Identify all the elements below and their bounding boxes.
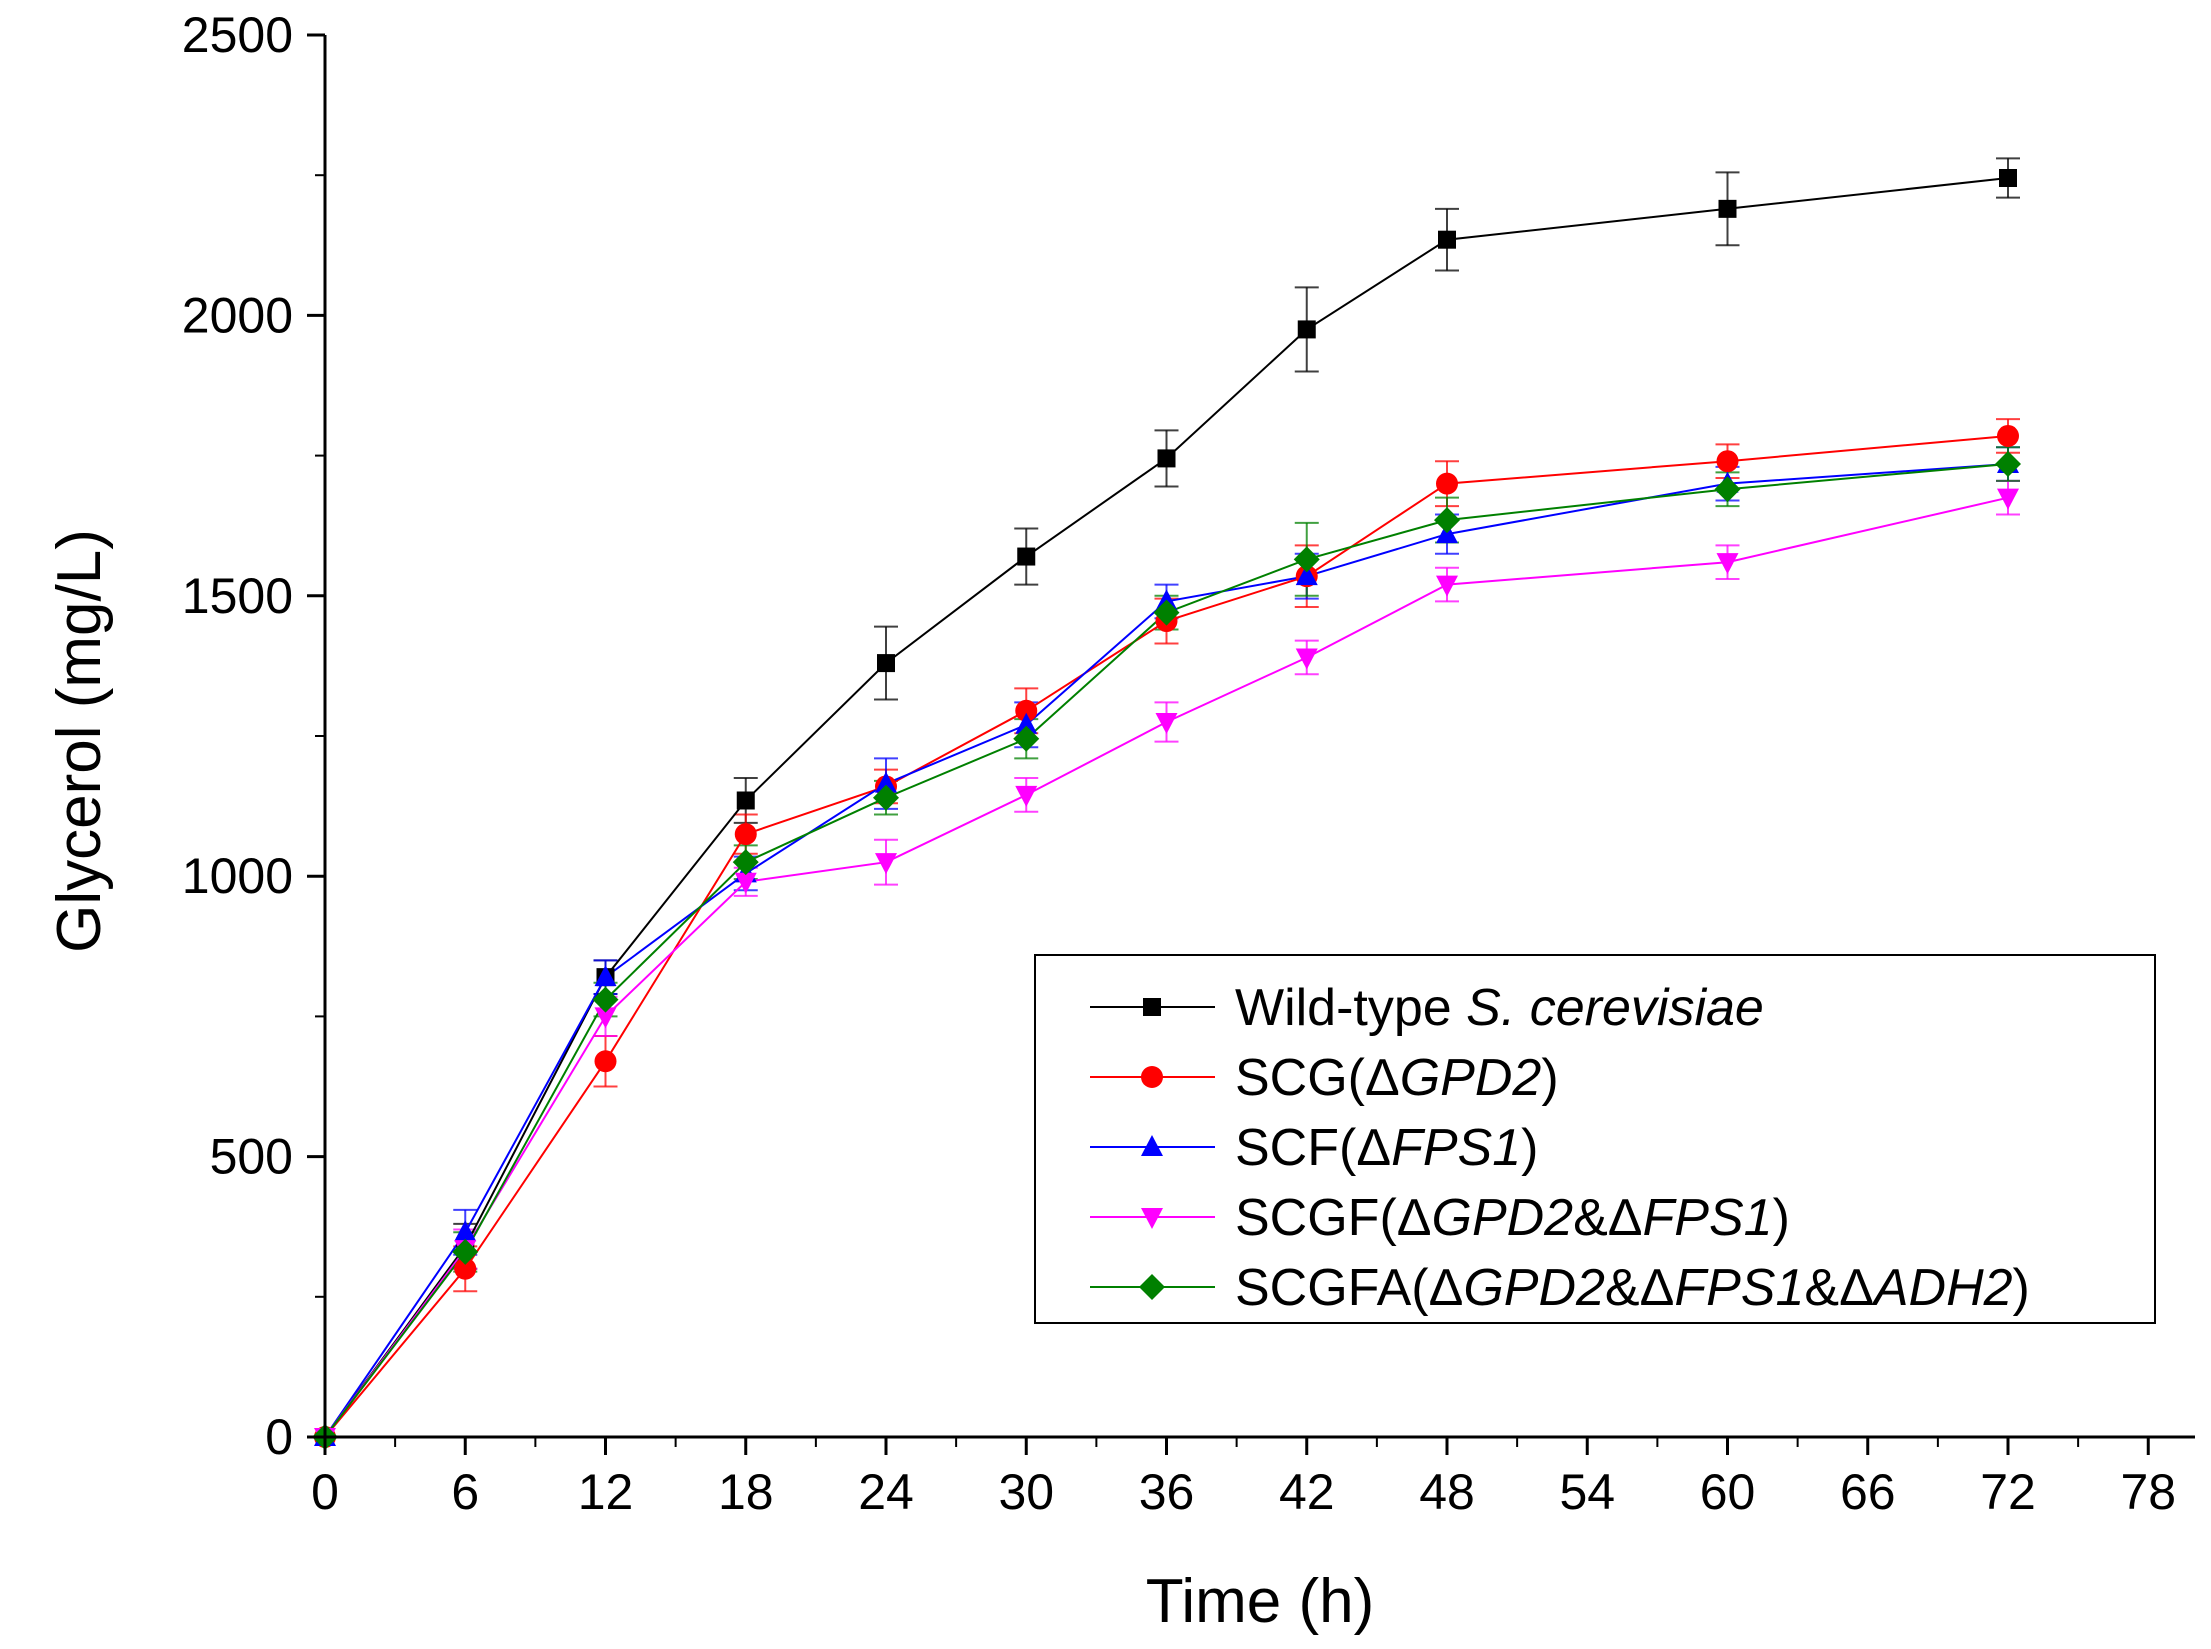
y-tick-label: 2000	[182, 287, 293, 343]
legend-box	[1034, 954, 2156, 1324]
x-tick-label: 48	[1419, 1464, 1475, 1520]
x-tick-label: 12	[578, 1464, 634, 1520]
y-tick-label: 0	[265, 1409, 293, 1465]
data-point-3	[1716, 553, 1739, 575]
data-point-2	[1015, 712, 1038, 734]
data-point-2	[454, 1220, 477, 1242]
data-point-1	[1015, 699, 1038, 722]
legend-item-0: Wild-type S. cerevisiae	[1090, 979, 1764, 1037]
x-tick-label: 36	[1139, 1464, 1195, 1520]
data-point-4	[592, 986, 619, 1013]
legend-label: Wild-type S. cerevisiae	[1235, 979, 1764, 1037]
data-point-1	[1997, 424, 2019, 447]
x-tick-label: 78	[2120, 1464, 2176, 1520]
data-point-0	[877, 654, 895, 673]
legend-item-4: SCGFA(ΔGPD2&ΔFPS1&ΔADH2)	[1090, 1259, 2030, 1317]
data-point-0	[1718, 199, 1737, 218]
data-point-3	[1295, 648, 1318, 670]
legend-label: SCGFA(ΔGPD2&ΔFPS1&ΔADH2)	[1235, 1259, 2030, 1317]
legend-marker	[1143, 998, 1161, 1016]
x-tick-label: 54	[1559, 1464, 1615, 1520]
data-point-0	[1157, 449, 1176, 468]
data-point-0	[1999, 169, 2017, 188]
data-point-0	[1438, 230, 1456, 249]
data-point-4	[873, 784, 899, 811]
data-point-4	[1995, 451, 2021, 478]
data-point-1	[594, 1050, 617, 1073]
data-point-3	[734, 872, 757, 894]
data-point-4	[452, 1238, 479, 1265]
y-tick-label: 1500	[182, 568, 293, 624]
data-point-4	[1714, 476, 1741, 503]
legend-marker	[1141, 1066, 1163, 1088]
x-tick-label: 60	[1700, 1464, 1756, 1520]
x-tick-label: 24	[858, 1464, 914, 1520]
legend-marker	[1141, 1208, 1163, 1229]
data-point-3	[875, 853, 897, 875]
data-point-0	[1017, 547, 1036, 566]
legend-item-3: SCGF(ΔGPD2&ΔFPS1)	[1090, 1189, 1790, 1247]
x-tick-label: 0	[311, 1464, 339, 1520]
legend-marker	[1139, 1274, 1165, 1300]
legend-marker	[1141, 1135, 1163, 1156]
x-tick-label: 42	[1279, 1464, 1335, 1520]
data-point-4	[1434, 507, 1460, 534]
x-tick-label: 72	[1980, 1464, 2036, 1520]
data-point-3	[1997, 488, 2019, 510]
data-point-0	[736, 791, 755, 810]
legend-item-2: SCF(ΔFPS1)	[1090, 1119, 1538, 1177]
x-tick-label: 18	[718, 1464, 774, 1520]
legend-label: SCF(ΔFPS1)	[1235, 1119, 1538, 1177]
x-axis-title: Time (h)	[1146, 1567, 1374, 1636]
x-tick-label: 66	[1840, 1464, 1896, 1520]
data-point-3	[1155, 712, 1178, 734]
data-point-2	[1295, 564, 1318, 586]
data-point-3	[1436, 575, 1458, 597]
data-point-3	[594, 1007, 617, 1029]
data-point-2	[875, 771, 897, 793]
data-point-2	[594, 965, 617, 987]
legend-label: SCGF(ΔGPD2&ΔFPS1)	[1235, 1189, 1790, 1247]
x-tick-label: 30	[998, 1464, 1054, 1520]
data-point-4	[1153, 599, 1180, 626]
data-point-4	[732, 849, 759, 876]
data-point-1	[1436, 472, 1458, 495]
x-tick-label: 6	[451, 1464, 479, 1520]
data-point-0	[1297, 320, 1316, 339]
data-point-3	[1015, 785, 1038, 807]
data-point-1	[1716, 450, 1739, 473]
y-axis-title: Glycerol (mg/L)	[45, 529, 114, 953]
legend-label: SCG(ΔGPD2)	[1235, 1049, 1559, 1107]
data-point-1	[454, 1257, 477, 1280]
data-point-1	[734, 823, 757, 846]
data-point-4	[1013, 725, 1040, 752]
legend-item-1: SCG(ΔGPD2)	[1090, 1049, 1559, 1107]
y-tick-label: 2500	[182, 7, 293, 63]
data-point-4	[1293, 546, 1320, 573]
y-tick-label: 1000	[182, 848, 293, 904]
y-tick-label: 500	[210, 1129, 293, 1185]
